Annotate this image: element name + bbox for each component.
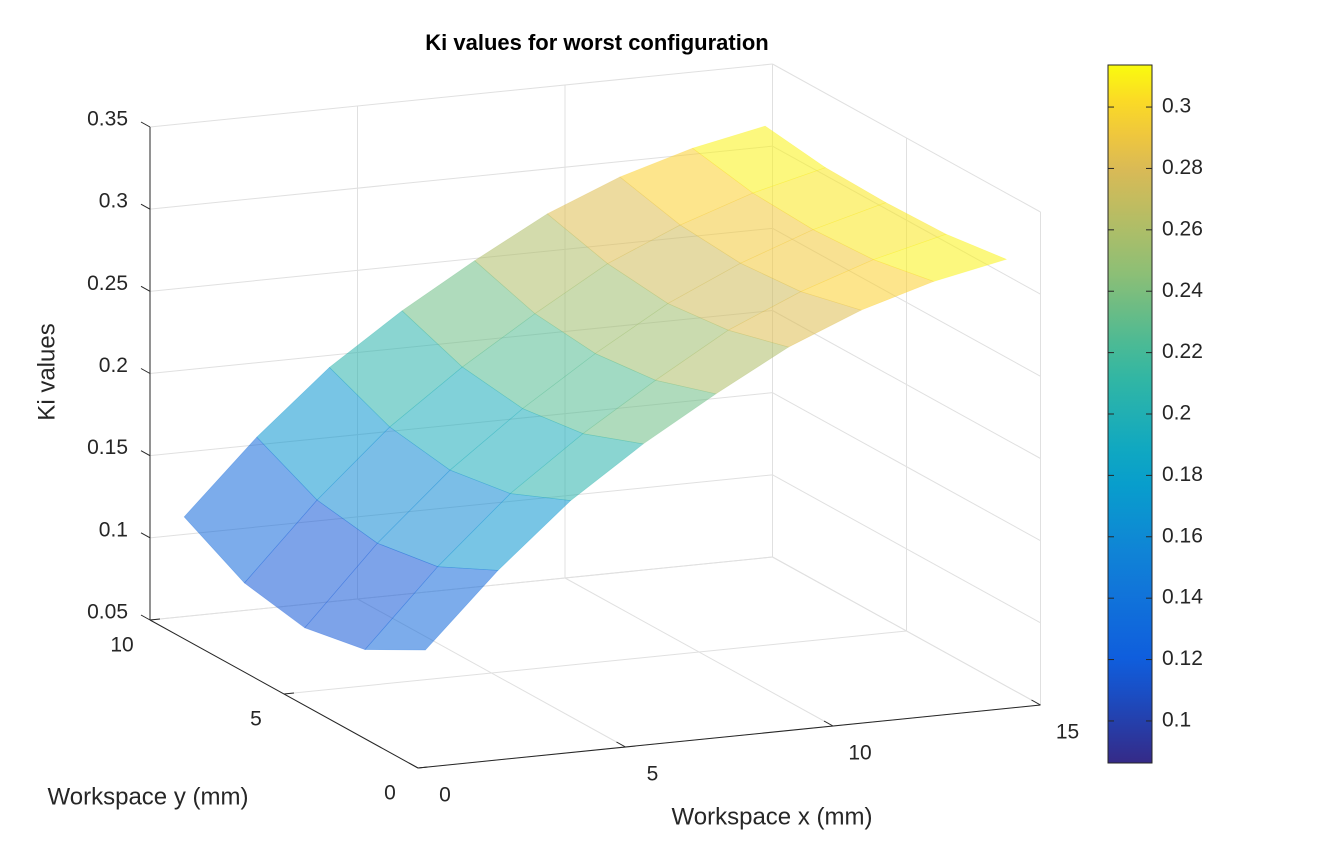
grid-line	[283, 630, 907, 695]
grid-line	[772, 63, 1041, 213]
surface-face	[328, 310, 463, 428]
chart-title: Ki values for worst configuration	[425, 30, 768, 55]
z-tick	[140, 368, 151, 374]
colorbar-tick-label: 0.2	[1162, 402, 1191, 425]
z-tick-label: 0.25	[87, 272, 128, 295]
z-tick	[140, 285, 151, 292]
y-tick	[417, 766, 429, 769]
surface-face	[364, 566, 499, 651]
colorbar-tick-label: 0.3	[1162, 95, 1191, 118]
grid-line	[772, 556, 1041, 706]
y-tick-label: 5	[250, 708, 262, 731]
colorbar-tick-label: 0.22	[1162, 340, 1203, 363]
x-tick-label: 15	[1056, 721, 1079, 744]
z-axis-label: Ki values	[33, 323, 60, 420]
y-tick-label: 10	[110, 634, 133, 657]
surface-face	[389, 366, 524, 471]
y-tick	[149, 618, 161, 621]
x-tick-label: 10	[848, 742, 871, 765]
grid-line	[772, 474, 1041, 624]
x-tick	[408, 762, 419, 769]
z-tick	[140, 614, 151, 621]
z-tick-label: 0.35	[87, 108, 128, 131]
x-tick	[823, 720, 834, 727]
y-tick	[283, 692, 295, 695]
surface-face	[304, 542, 439, 650]
z-tick-label: 0.3	[99, 190, 128, 213]
x-tick-label: 0	[439, 784, 451, 807]
z-tick	[140, 203, 151, 210]
grid-line	[149, 63, 773, 128]
x-tick	[616, 741, 626, 748]
surface-face	[436, 493, 572, 571]
colorbar-tick-label: 0.28	[1162, 156, 1203, 179]
z-tick	[140, 450, 151, 457]
y-axis-label: Workspace y (mm)	[48, 783, 249, 810]
z-tick	[140, 121, 151, 128]
x-tick	[1031, 699, 1041, 706]
grid-line	[772, 392, 1041, 542]
axes: 0 5 10 15 0 5 10 0.05 0.1 0.15 0.2 0.25 0.3 0.35	[87, 108, 1079, 807]
x-axis	[417, 704, 1041, 769]
z-tick	[140, 532, 151, 539]
z-tick-label: 0.2	[99, 354, 128, 377]
colorbar-tick-label: 0.18	[1162, 463, 1203, 486]
grid-line	[149, 145, 773, 210]
surface-face	[244, 499, 378, 629]
x-axis-label: Workspace x (mm)	[672, 803, 873, 830]
x-tick-label: 5	[647, 763, 659, 786]
colorbar-tick-label: 0.16	[1162, 524, 1203, 547]
colorbar-tick-label: 0.26	[1162, 217, 1203, 240]
colorbar-tick-label: 0.24	[1162, 279, 1203, 302]
y-tick-label: 0	[384, 782, 396, 805]
z-tick-label: 0.1	[99, 518, 128, 541]
colorbar-tick-label: 0.1	[1162, 708, 1191, 731]
colorbar	[1107, 64, 1153, 764]
colorbar-tick-label: 0.12	[1162, 647, 1203, 670]
colorbar-tick-label: 0.14	[1162, 586, 1203, 609]
surface	[183, 125, 1008, 651]
grid-line	[772, 310, 1041, 459]
z-tick-label: 0.15	[87, 436, 128, 459]
z-tick-label: 0.05	[87, 601, 128, 624]
